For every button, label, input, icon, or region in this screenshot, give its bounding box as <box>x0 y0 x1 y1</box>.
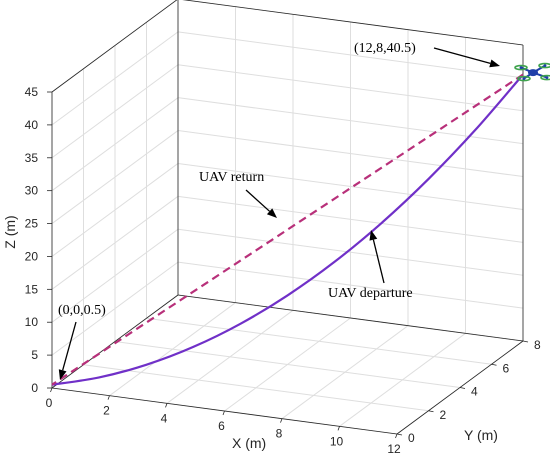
annotation-end-point: (12,8,40.5) <box>354 41 416 56</box>
drone-rotor <box>538 62 550 69</box>
x-tick-mark <box>395 433 398 439</box>
arrow-uav-departure-shaft <box>372 239 385 284</box>
grid-line <box>114 341 461 388</box>
y-tick-mark <box>396 433 403 436</box>
drone-motor <box>519 66 523 69</box>
x-tick-mark <box>280 418 283 423</box>
y-tick-mark <box>522 340 529 343</box>
grid-line <box>177 31 524 79</box>
z-tick-label: 0 <box>31 381 38 395</box>
grid-line <box>177 97 524 145</box>
arrow-start-point-head <box>58 369 67 380</box>
z-tick-label: 35 <box>25 151 39 165</box>
grid-line <box>51 261 179 356</box>
annotation-start-point: (0,0,0.5) <box>58 303 106 318</box>
axis-line <box>51 294 179 389</box>
z-tick-label: 45 <box>25 85 39 99</box>
axis-line <box>182 0 524 46</box>
y-tick-label: 0 <box>408 431 415 445</box>
grid-line <box>177 228 524 276</box>
x-tick-label: 2 <box>103 404 110 418</box>
drone-motor <box>545 76 549 79</box>
x-tick-mark <box>107 395 110 400</box>
drone-motor <box>543 64 547 67</box>
axis-line <box>177 294 524 342</box>
series-layer <box>51 73 524 386</box>
axes-box <box>47 0 529 439</box>
arrow-uav-return-shaft <box>245 189 271 212</box>
grid-line <box>51 31 179 126</box>
y-tick-label: 6 <box>503 361 510 375</box>
arrow-end-point-shaft <box>433 47 491 64</box>
z-tick-label: 30 <box>25 184 39 198</box>
y-axis-label: Y (m) <box>464 427 498 443</box>
uav-departure-line <box>51 73 524 386</box>
x-tick-mark <box>337 426 340 431</box>
grid-line <box>177 261 524 309</box>
y-tick-label: 2 <box>440 408 447 422</box>
grid-line <box>51 97 179 192</box>
annotation-arrows <box>58 47 500 380</box>
arrow-uav-return-head <box>266 208 277 218</box>
grid-line <box>177 130 524 178</box>
grid-layer <box>51 0 524 435</box>
y-tick-mark <box>491 363 497 366</box>
x-tick-label: 0 <box>46 396 53 410</box>
arrow-end-point-head <box>489 59 500 68</box>
y-tick-label: 4 <box>471 385 478 399</box>
axis-line <box>51 0 178 93</box>
y-tick-mark <box>428 410 434 413</box>
grid-line <box>51 163 179 257</box>
drone-rotor <box>540 74 550 81</box>
drone-rotor <box>517 75 531 82</box>
grid-line <box>177 64 524 112</box>
grid-line <box>51 195 179 290</box>
z-tick-label: 25 <box>25 217 39 231</box>
uav-return-line <box>51 73 524 386</box>
drone-icon <box>514 62 550 82</box>
x-tick-label: 8 <box>276 427 283 441</box>
drone-body <box>528 69 538 77</box>
grid-line <box>146 317 492 365</box>
x-tick-mark <box>165 403 168 408</box>
x-tick-label: 10 <box>330 434 344 448</box>
x-tick-mark <box>50 387 53 393</box>
z-tick-label: 40 <box>25 118 39 132</box>
y-tick-mark <box>459 387 466 389</box>
z-tick-label: 15 <box>25 282 39 296</box>
z-tick-label: 20 <box>25 249 39 263</box>
arrow-start-point-shaft <box>62 321 77 371</box>
z-tick-label: 10 <box>25 315 39 329</box>
grid-line <box>177 162 524 210</box>
grid-line <box>83 364 429 412</box>
annotation-uav-departure: UAV departure <box>328 286 413 301</box>
x-tick-label: 6 <box>218 419 225 433</box>
drone-rotor <box>514 64 528 71</box>
grid-line <box>177 195 524 243</box>
x-axis-label: X (m) <box>232 435 266 451</box>
z-axis-label: Z (m) <box>2 215 18 248</box>
x-tick-label: 12 <box>387 442 401 456</box>
y-tick-label: 8 <box>534 338 541 352</box>
z-tick-label: 5 <box>31 348 38 362</box>
arrow-uav-departure-head <box>369 230 378 241</box>
grid-line <box>51 64 179 159</box>
drone-motor <box>522 77 526 80</box>
tick-labels: 0 2 4 6 8 10 12 0 2 4 6 8 0 5 10 15 20 25 30 35 40 45 <box>25 85 541 456</box>
grid-line <box>51 130 179 224</box>
grid-line <box>51 228 179 323</box>
annotation-uav-return: UAV return <box>199 170 264 185</box>
x-tick-label: 4 <box>161 411 168 425</box>
x-tick-mark <box>222 410 225 416</box>
